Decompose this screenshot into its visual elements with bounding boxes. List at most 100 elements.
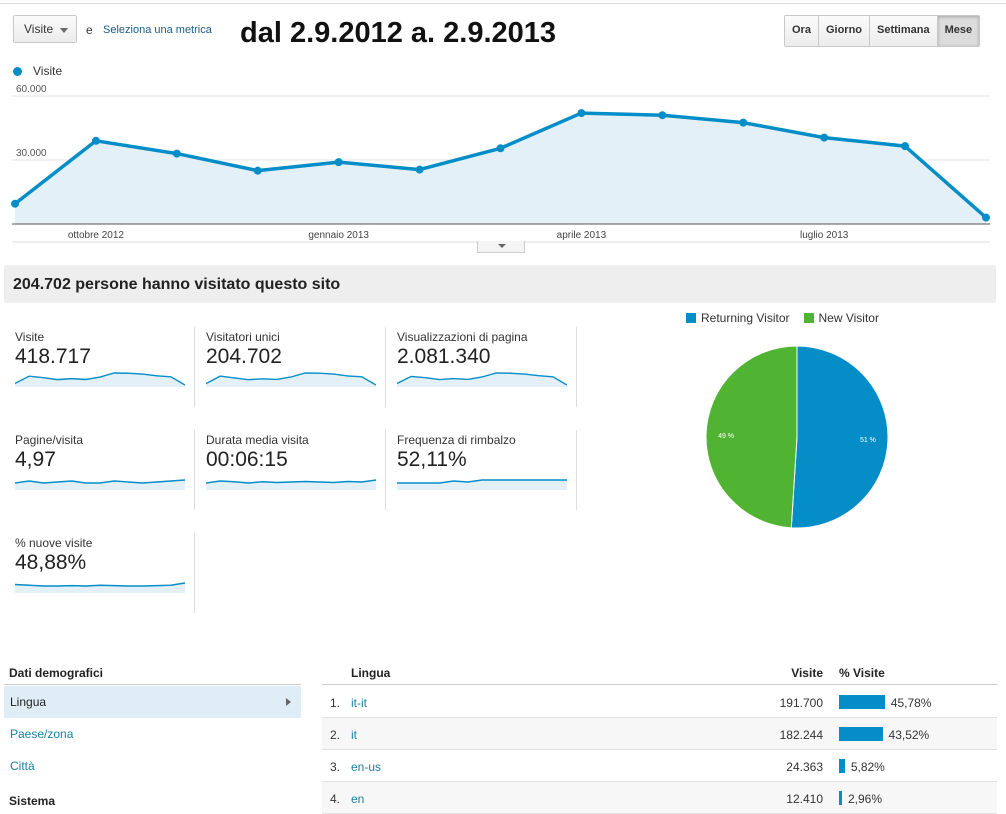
chevron-down-icon bbox=[60, 28, 68, 33]
metric-value: 52,11% bbox=[397, 448, 467, 471]
period-button-settimana[interactable]: Settimana bbox=[870, 16, 938, 46]
visits-point bbox=[658, 111, 667, 120]
metric-label: Durata media visita bbox=[206, 433, 309, 447]
sparkline-area bbox=[397, 480, 567, 490]
column-header-pct-visite[interactable]: % Visite bbox=[839, 666, 885, 680]
metric-divider bbox=[194, 430, 195, 510]
pie-slice bbox=[790, 345, 889, 529]
metric-divider bbox=[576, 327, 577, 407]
pie-slice-label: 51 % bbox=[860, 437, 876, 444]
metric-sparkline bbox=[397, 479, 567, 490]
chart-expand-toggle[interactable] bbox=[477, 241, 525, 253]
metric-visitatori-unici[interactable]: Visitatori unici 204.702 bbox=[206, 330, 386, 410]
pct-bar bbox=[839, 695, 885, 709]
legend-returning-visitor[interactable]: Returning Visitor bbox=[701, 311, 790, 325]
language-link[interactable]: en bbox=[351, 792, 365, 806]
row-index: 3. bbox=[330, 760, 341, 774]
visits-line-chart: 60.000 30.000 ottobre 2012 gennaio 2013 apri… bbox=[11, 84, 990, 243]
summary-bar bbox=[4, 265, 996, 303]
metric-value: 4,97 bbox=[15, 448, 56, 471]
metric-nuove-visite[interactable]: % nuove visite 48,88% bbox=[15, 536, 195, 616]
visits-point bbox=[91, 136, 100, 145]
summary-title: 204.702 persone hanno visitato questo si… bbox=[13, 276, 341, 293]
language-link[interactable]: it-it bbox=[351, 696, 367, 710]
legend-swatch-new bbox=[803, 313, 814, 323]
visits-point bbox=[901, 142, 910, 151]
visitor-type-pie-chart: 51 % 49 % bbox=[705, 345, 889, 529]
sparkline-area bbox=[15, 373, 185, 387]
demographics-item-paese[interactable]: Paese/zona bbox=[4, 718, 301, 750]
x-tick-label: ottobre 2012 bbox=[68, 230, 125, 241]
metric-divider bbox=[576, 430, 577, 510]
y-tick-label: 60.000 bbox=[16, 84, 47, 95]
demographics-item-label: Paese/zona bbox=[10, 727, 74, 741]
x-tick-label: gennaio 2013 bbox=[308, 230, 369, 241]
select-metric-link[interactable]: Seleziona una metrica bbox=[103, 24, 212, 36]
visits-point bbox=[172, 149, 181, 158]
visits-point bbox=[739, 118, 748, 127]
row-index: 1. bbox=[330, 696, 341, 710]
legend-new-visitor[interactable]: New Visitor bbox=[818, 311, 879, 325]
pie-legend: Returning Visitor New Visitor bbox=[686, 311, 879, 325]
pie-slice bbox=[705, 345, 798, 529]
top-divider bbox=[0, 3, 1006, 4]
y-tick-label: 30.000 bbox=[16, 148, 47, 159]
metric-durata-media[interactable]: Durata media visita 00:06:15 bbox=[206, 433, 386, 513]
metric-value: 204.702 bbox=[206, 345, 282, 368]
metric-value: 48,88% bbox=[15, 551, 87, 574]
metric-divider bbox=[194, 327, 195, 407]
row-index: 2. bbox=[330, 728, 341, 742]
metric-sparkline bbox=[15, 582, 185, 593]
column-header-visite[interactable]: Visite bbox=[791, 666, 823, 680]
sparkline-line bbox=[206, 479, 376, 484]
visits-point bbox=[11, 199, 19, 208]
chevron-right-icon bbox=[286, 698, 291, 706]
period-button-giorno[interactable]: Giorno bbox=[818, 16, 871, 46]
sparkline-line bbox=[397, 479, 567, 484]
metric-sparkline bbox=[15, 372, 185, 387]
period-button-mese[interactable]: Mese bbox=[937, 16, 980, 46]
metric-visite[interactable]: Visite 418.717 bbox=[15, 330, 195, 410]
pie-slice-label: 49 % bbox=[718, 433, 734, 440]
legend-swatch-returning bbox=[686, 313, 696, 323]
sparkline-line bbox=[397, 372, 567, 386]
metric-dropdown[interactable]: Visite bbox=[13, 15, 77, 43]
sparkline-line bbox=[206, 372, 376, 386]
row-visits: 191.700 bbox=[779, 696, 823, 710]
demographics-item-citta[interactable]: Città bbox=[4, 750, 301, 782]
metric-divider bbox=[385, 327, 386, 407]
row-visits: 12.410 bbox=[786, 792, 823, 806]
metric-visualizzazioni[interactable]: Visualizzazioni di pagina 2.081.340 bbox=[397, 330, 577, 410]
period-button-ora[interactable]: Ora bbox=[785, 16, 819, 46]
series-legend-label: Visite bbox=[33, 64, 63, 78]
metric-pagine-visita[interactable]: Pagine/visita 4,97 bbox=[15, 433, 195, 513]
sparkline-area bbox=[15, 583, 185, 593]
row-pct: 5,82% bbox=[850, 760, 885, 774]
demographics-item-label: Lingua bbox=[10, 695, 47, 709]
metric-dropdown-label: Visite bbox=[24, 22, 54, 36]
visits-point bbox=[577, 109, 586, 118]
visits-point bbox=[415, 165, 424, 174]
language-link[interactable]: it bbox=[351, 728, 357, 742]
metric-label: Pagine/visita bbox=[15, 433, 84, 447]
demographics-item-lingua[interactable]: Lingua bbox=[4, 686, 301, 718]
visits-point bbox=[496, 144, 505, 153]
column-header-lingua: Lingua bbox=[351, 666, 391, 680]
sparkline-line bbox=[15, 372, 185, 386]
metric-divider bbox=[194, 533, 195, 613]
metric-sparkline bbox=[206, 479, 376, 490]
demographics-item-label: Città bbox=[10, 759, 35, 773]
row-pct: 2,96% bbox=[848, 792, 883, 806]
row-visits: 24.363 bbox=[786, 760, 823, 774]
table-row: 2. it 182.244 43,52% bbox=[322, 718, 997, 750]
metric-value: 2.081.340 bbox=[397, 345, 491, 368]
visits-point bbox=[820, 133, 829, 142]
period-selector: Ora Giorno Settimana Mese bbox=[784, 15, 981, 47]
table-divider bbox=[322, 684, 997, 685]
metric-value: 418.717 bbox=[15, 345, 91, 368]
table-row: 1. it-it 191.700 45,78% bbox=[322, 686, 997, 718]
metric-label: % nuove visite bbox=[15, 536, 93, 550]
metric-label: Visite bbox=[15, 330, 45, 344]
language-link[interactable]: en-us bbox=[351, 760, 382, 774]
metric-frequenza-rimbalzo[interactable]: Frequenza di rimbalzo 52,11% bbox=[397, 433, 577, 513]
